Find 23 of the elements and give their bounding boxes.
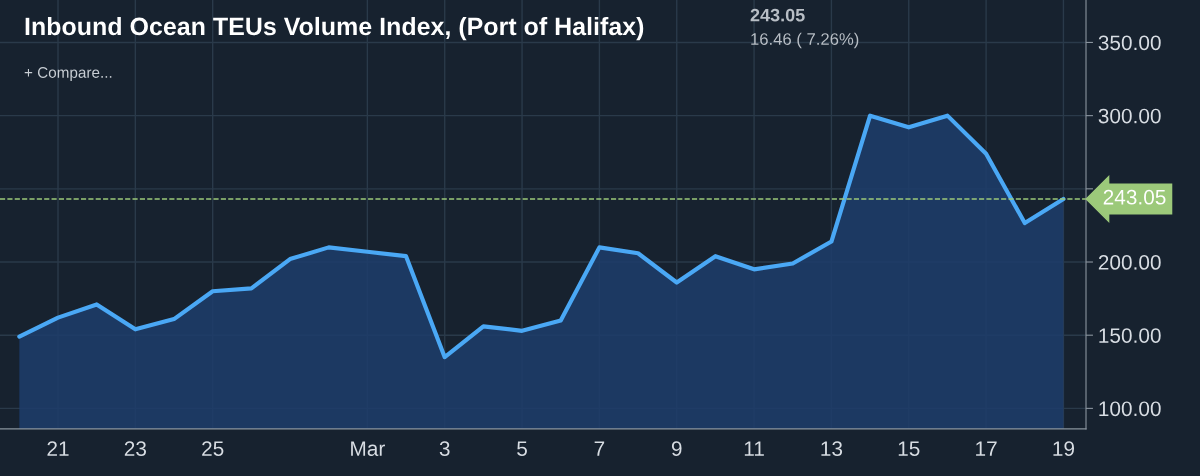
- x-tick-label: 17: [976, 441, 997, 456]
- y-tick-label: 100.00: [1099, 401, 1161, 417]
- text: Inbound Ocean TEUs Volume Index, (Port of Halifax): [25, 16, 644, 41]
- x-tick-label: 23: [124, 441, 147, 456]
- x-tick-label: 19: [1053, 441, 1075, 456]
- y-tick-label: 350.00: [1098, 35, 1161, 51]
- ref-line-label: 243.05: [1103, 189, 1166, 205]
- x-tick-label: 11: [744, 441, 764, 456]
- annotation: 16.46 ( 7.26%): [751, 32, 859, 49]
- y-tick-label: 150.00: [1099, 328, 1161, 343]
- annotation: + Compare...: [24, 67, 112, 81]
- x-tick-label: 7: [594, 441, 605, 456]
- x-tick-label: Mar: [351, 441, 385, 456]
- x-tick-label: 9: [671, 441, 682, 456]
- y-tick-label: 200.00: [1098, 255, 1161, 270]
- x-tick-label: 3: [439, 441, 450, 456]
- y-tick-label: 300.00: [1098, 108, 1161, 124]
- x-tick-label: 25: [202, 441, 224, 456]
- x-tick-label: 5: [517, 441, 527, 456]
- x-tick-label: 15: [898, 441, 920, 456]
- chart-subtitle: 243.05: [750, 8, 805, 22]
- x-tick-label: 13: [821, 441, 843, 456]
- x-tick-label: 21: [47, 441, 69, 456]
